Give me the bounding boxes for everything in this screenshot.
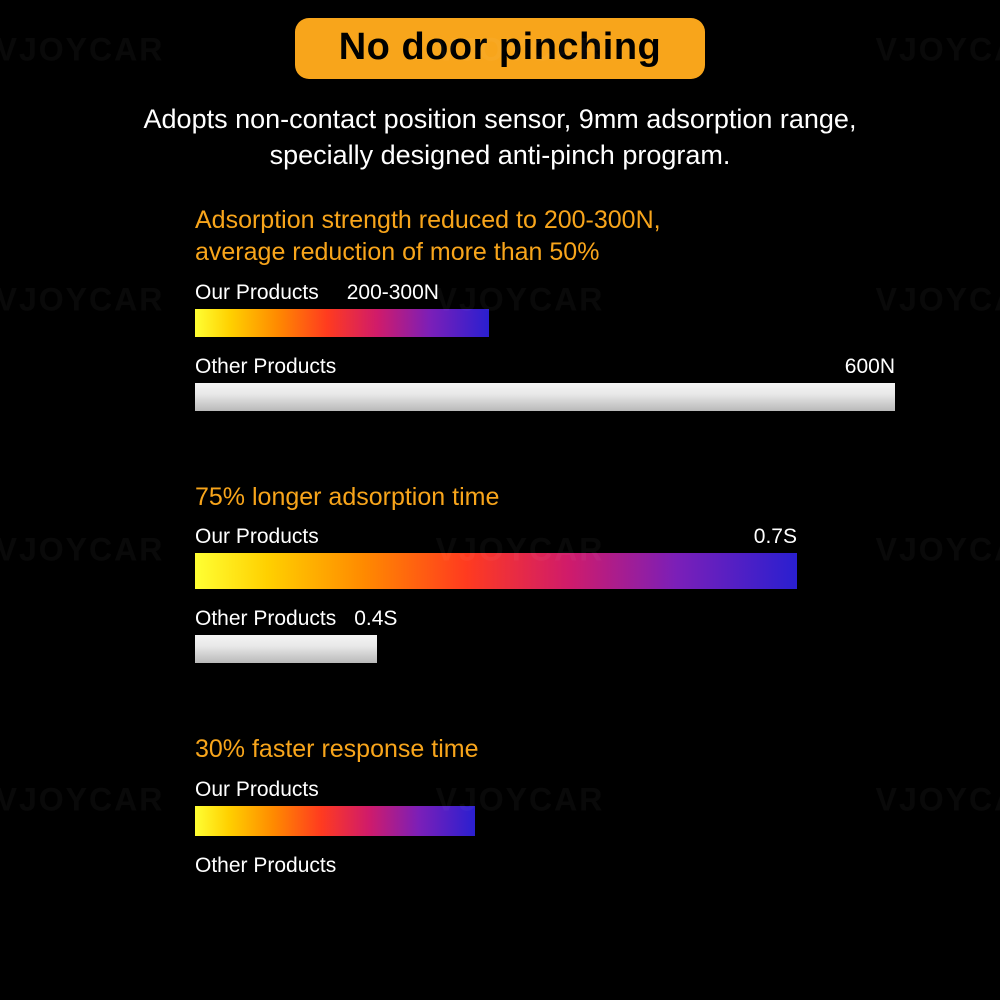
other-label: Other Products (195, 355, 336, 379)
our-value: 0.7S (726, 525, 797, 549)
other-label: Other Products (195, 854, 336, 878)
other-bar (195, 635, 377, 663)
heading-line-1: 75% longer adsorption time (195, 483, 499, 511)
other-bar-fill (195, 383, 895, 411)
watermark: VJOYCAR (876, 32, 1000, 69)
our-bar-fill (195, 309, 489, 337)
subtitle-line-2: specially designed anti-pinch program. (270, 140, 731, 170)
other-bar-label-line: Other Products 600N (195, 355, 895, 379)
our-bar (195, 553, 797, 589)
other-label: Other Products (195, 607, 336, 631)
our-value: 200-300N (319, 281, 439, 305)
our-label: Our Products (195, 778, 319, 802)
our-bar-row: Our Products (195, 778, 895, 836)
other-bar-row: Other Products 0.4S (195, 607, 895, 663)
other-bar-label-line: Other Products 0.4S (195, 607, 895, 631)
our-bar-fill (195, 806, 475, 836)
sections-container: Adsorption strength reduced to 200-300N,… (195, 204, 895, 878)
section-heading: 30% faster response time (195, 733, 895, 766)
our-bar-label-line: Our Products (195, 778, 895, 802)
our-bar-row: Our Products 0.7S (195, 525, 895, 589)
other-bar (195, 383, 895, 411)
our-bar (195, 806, 475, 836)
our-bar-label-line: Our Products 0.7S (195, 525, 797, 549)
watermark: VJOYCAR (0, 32, 164, 69)
section-strength: Adsorption strength reduced to 200-300N,… (195, 204, 895, 411)
our-label: Our Products (195, 281, 319, 305)
other-value: 0.4S (336, 607, 397, 631)
section-heading: Adsorption strength reduced to 200-300N,… (195, 204, 895, 269)
other-bar-row: Other Products (195, 854, 895, 878)
our-bar-label-line: Our Products 200-300N (195, 281, 895, 305)
heading-line-1: Adsorption strength reduced to 200-300N, (195, 206, 661, 234)
our-label: Our Products (195, 525, 319, 549)
section-heading: 75% longer adsorption time (195, 481, 895, 514)
section-response: 30% faster response time Our Products Ot… (195, 733, 895, 878)
our-bar-row: Our Products 200-300N (195, 281, 895, 337)
heading-line-1: 30% faster response time (195, 735, 478, 763)
other-bar-fill (195, 635, 377, 663)
watermark: VJOYCAR (0, 782, 164, 819)
our-bar (195, 309, 489, 337)
subtitle: Adopts non-contact position sensor, 9mm … (40, 101, 960, 174)
watermark: VJOYCAR (0, 282, 164, 319)
other-bar-row: Other Products 600N (195, 355, 895, 411)
watermark: VJOYCAR (0, 532, 164, 569)
title-badge: No door pinching (295, 18, 705, 79)
page-root: VJOYCAR VJOYCAR VJOYCAR VJOYCAR VJOYCAR … (0, 0, 1000, 1000)
section-time: 75% longer adsorption time Our Products … (195, 481, 895, 664)
heading-line-2: average reduction of more than 50% (195, 238, 599, 266)
subtitle-line-1: Adopts non-contact position sensor, 9mm … (144, 104, 857, 134)
other-bar-label-line: Other Products (195, 854, 895, 878)
our-bar-fill (195, 553, 797, 589)
other-value: 600N (817, 355, 895, 379)
